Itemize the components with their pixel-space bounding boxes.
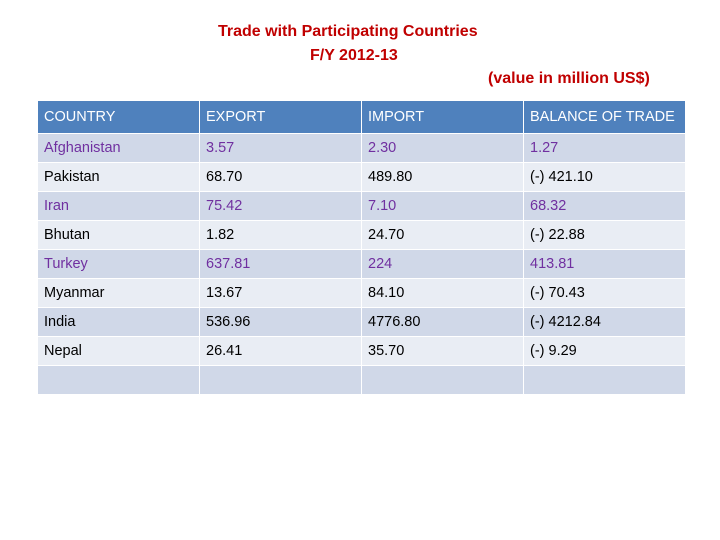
import-cell: 2.30	[361, 133, 524, 163]
import-cell: 4776.80	[361, 307, 524, 337]
table-row: Pakistan 68.70 489.80 (-) 421.10	[37, 162, 686, 192]
country-cell	[37, 365, 200, 395]
export-cell: 75.42	[199, 191, 362, 221]
import-cell	[361, 365, 524, 395]
export-cell: 3.57	[199, 133, 362, 163]
balance-cell: (-) 70.43	[523, 278, 686, 308]
header-export: EXPORT	[199, 100, 362, 134]
import-cell: 489.80	[361, 162, 524, 192]
table-row: Turkey 637.81 224 413.81	[37, 249, 686, 279]
export-cell: 13.67	[199, 278, 362, 308]
import-cell: 224	[361, 249, 524, 279]
page-title: Trade with Participating Countries	[218, 23, 478, 40]
table-row: Iran 75.42 7.10 68.32	[37, 191, 686, 221]
header-import: IMPORT	[361, 100, 524, 134]
import-cell: 84.10	[361, 278, 524, 308]
table-row	[37, 365, 686, 395]
table-row: Nepal 26.41 35.70 (-) 9.29	[37, 336, 686, 366]
header-row: COUNTRY EXPORT IMPORT BALANCE OF TRADE	[37, 100, 686, 134]
table-header: COUNTRY EXPORT IMPORT BALANCE OF TRADE	[37, 100, 686, 134]
table-row: Afghanistan 3.57 2.30 1.27	[37, 133, 686, 163]
country-cell: Iran	[37, 191, 200, 221]
export-cell: 1.82	[199, 220, 362, 250]
table-body: Afghanistan 3.57 2.30 1.27 Pakistan 68.70 489.…	[37, 133, 686, 395]
balance-cell: (-) 4212.84	[523, 307, 686, 337]
table-row: Myanmar 13.67 84.10 (-) 70.43	[37, 278, 686, 308]
balance-cell: 68.32	[523, 191, 686, 221]
table-row: India 536.96 4776.80 (-) 4212.84	[37, 307, 686, 337]
balance-cell: (-) 9.29	[523, 336, 686, 366]
table-row: Bhutan 1.82 24.70 (-) 22.88	[37, 220, 686, 250]
export-cell: 26.41	[199, 336, 362, 366]
import-cell: 24.70	[361, 220, 524, 250]
balance-cell: 413.81	[523, 249, 686, 279]
country-cell: Myanmar	[37, 278, 200, 308]
country-cell: Bhutan	[37, 220, 200, 250]
import-cell: 7.10	[361, 191, 524, 221]
export-cell: 637.81	[199, 249, 362, 279]
fiscal-year-subtitle: F/Y 2012-13	[310, 47, 398, 64]
country-cell: Nepal	[37, 336, 200, 366]
country-cell: India	[37, 307, 200, 337]
country-cell: Turkey	[37, 249, 200, 279]
balance-cell: (-) 22.88	[523, 220, 686, 250]
balance-cell	[523, 365, 686, 395]
country-cell: Pakistan	[37, 162, 200, 192]
export-cell: 68.70	[199, 162, 362, 192]
country-cell: Afghanistan	[37, 133, 200, 163]
unit-note: (value in million US$)	[488, 70, 650, 87]
export-cell: 536.96	[199, 307, 362, 337]
balance-cell: (-) 421.10	[523, 162, 686, 192]
import-cell: 35.70	[361, 336, 524, 366]
balance-cell: 1.27	[523, 133, 686, 163]
header-balance: BALANCE OF TRADE	[523, 100, 686, 134]
header-country: COUNTRY	[37, 100, 200, 134]
trade-table: COUNTRY EXPORT IMPORT BALANCE OF TRADE A…	[37, 100, 686, 395]
export-cell	[199, 365, 362, 395]
